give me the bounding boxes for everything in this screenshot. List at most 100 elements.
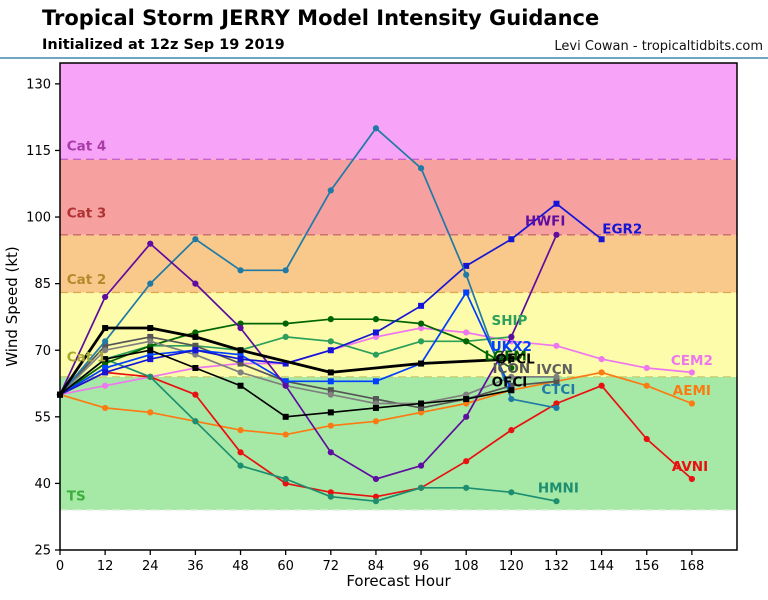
marker-hmni (282, 475, 289, 483)
marker-icon (237, 360, 244, 367)
marker-ctci (147, 280, 154, 287)
marker-hwfi (508, 333, 515, 341)
marker-egr2 (237, 356, 244, 363)
marker-ofci (192, 364, 199, 371)
marker-ivcn (237, 369, 244, 376)
y-tick-label: 70 (34, 344, 51, 359)
x-tick-label: 72 (323, 559, 340, 574)
marker-ukx2 (463, 289, 470, 296)
x-tick-label: 24 (142, 559, 159, 574)
marker-hmni (372, 498, 380, 505)
marker-ukx2 (372, 378, 379, 385)
x-tick-label: 96 (413, 559, 430, 574)
marker-hwfi (463, 413, 470, 420)
model-label-egr2: EGR2 (602, 221, 642, 237)
model-label-icon: ICON (492, 361, 530, 377)
category-label-cat-2: Cat 2 (67, 272, 107, 288)
y-tick-label: 100 (26, 211, 51, 226)
marker-aemi (598, 369, 605, 376)
marker-egr2 (147, 356, 154, 363)
marker-ofci (463, 396, 470, 403)
marker-hmni (327, 493, 334, 500)
x-tick-label: 144 (589, 559, 614, 574)
marker-avni (372, 493, 380, 500)
model-label-ofcl: OFCL (495, 351, 535, 367)
y-tick-label: 85 (34, 277, 51, 292)
marker-lgem (417, 320, 425, 327)
marker-egr2 (418, 302, 425, 309)
marker-lgem (463, 338, 470, 345)
series-line-hmni (59, 358, 557, 503)
x-axis-title: Forecast Hour (346, 572, 451, 590)
marker-icon (553, 378, 560, 385)
series-line-ctci (59, 127, 557, 409)
marker-icon (147, 333, 154, 340)
marker-ctci (508, 395, 515, 403)
marker-lgem (282, 320, 289, 327)
x-tick-label: 84 (368, 559, 385, 574)
model-label-lgem: LGEM (485, 349, 527, 365)
marker-hwfi (237, 324, 244, 332)
marker-aemi (147, 409, 154, 416)
marker-aemi (102, 404, 109, 412)
marker-ctci (372, 125, 380, 132)
init-time-subtitle: Initialized at 12z Sep 19 2019 (42, 37, 285, 53)
marker-lgem (327, 316, 334, 323)
band-cat-2 (60, 234, 737, 293)
x-tick-label: 132 (544, 559, 569, 574)
marker-egr2 (192, 347, 199, 354)
marker-ofcl (237, 347, 244, 354)
marker-ofcl (102, 325, 109, 332)
marker-ofci (372, 404, 379, 411)
x-tick-label: 60 (277, 559, 294, 574)
band-cat-4 (60, 63, 737, 160)
category-label-cat-4: Cat 4 (67, 139, 107, 155)
page-title: Tropical Storm JERRY Model Intensity Gui… (42, 6, 600, 30)
y-tick-label: 55 (34, 410, 51, 425)
marker-egr2 (508, 236, 515, 243)
marker-hmni (553, 498, 560, 505)
marker-ivcn (327, 391, 334, 398)
marker-ukx2 (282, 378, 289, 385)
marker-egr2 (598, 236, 605, 243)
marker-ctci (237, 267, 244, 274)
marker-avni (643, 435, 650, 443)
marker-ship (372, 351, 380, 358)
marker-avni (282, 480, 289, 487)
marker-avni (237, 449, 244, 456)
marker-ofci (418, 400, 425, 407)
marker-ofci (237, 382, 244, 389)
marker-ofcl (192, 333, 199, 340)
marker-ctci (417, 165, 425, 172)
model-label-ukx2: UKX2 (491, 339, 532, 355)
marker-cem2 (643, 364, 650, 372)
marker-icon (327, 387, 334, 394)
marker-ctci (282, 267, 289, 274)
marker-cem2 (417, 324, 425, 332)
model-label-hmni: HMNI (538, 481, 579, 497)
marker-ivcn (147, 338, 154, 345)
marker-hwfi (417, 462, 425, 469)
marker-avni (598, 382, 605, 389)
marker-hmni (417, 484, 425, 491)
marker-ofci (282, 413, 289, 420)
model-label-hwfi: HWFI (525, 213, 565, 229)
y-tick-label: 115 (26, 144, 51, 159)
category-label-cat-3: Cat 3 (67, 205, 107, 221)
category-label-ts: TS (67, 489, 86, 505)
band-cat-3 (60, 159, 737, 235)
marker-aemi (643, 382, 650, 389)
y-tick-label: 25 (34, 544, 51, 559)
marker-ctci (553, 404, 560, 412)
model-label-ctci: CTCI (541, 382, 575, 398)
x-tick-label: 36 (187, 559, 204, 574)
model-label-cem2: CEM2 (671, 353, 713, 369)
marker-avni (688, 475, 695, 483)
x-tick-label: 48 (232, 559, 249, 574)
marker-hwfi (372, 475, 380, 483)
marker-cem2 (688, 369, 695, 376)
marker-ofci (327, 409, 334, 416)
marker-hwfi (192, 280, 199, 287)
marker-ship (417, 338, 425, 345)
